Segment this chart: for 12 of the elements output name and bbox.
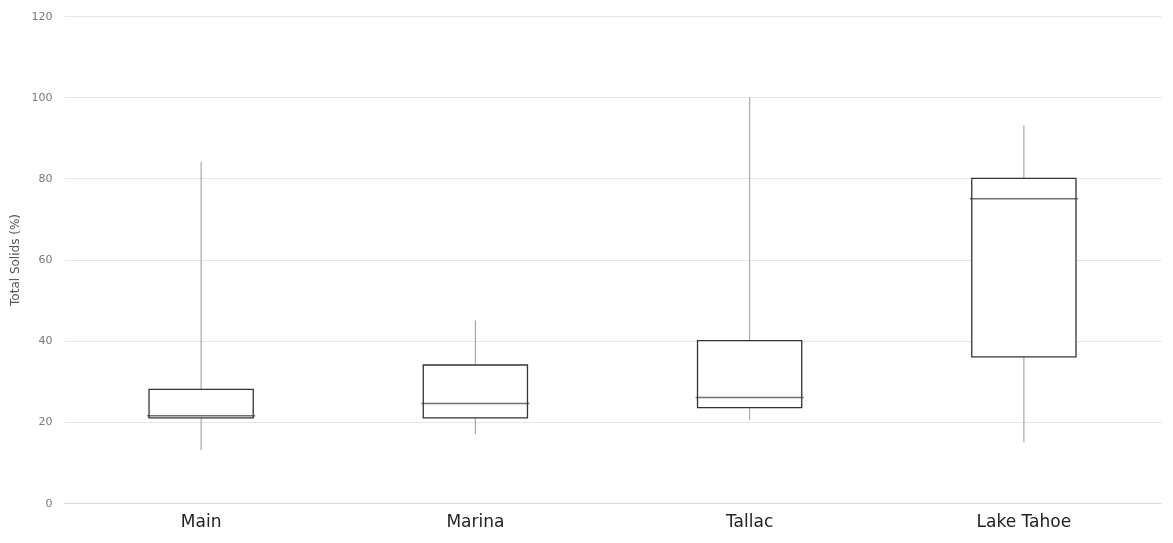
x-tick-label: Lake Tahoe [976, 510, 1072, 531]
x-tick-label: Main [180, 510, 222, 531]
y-tick-label: 20 [38, 415, 53, 429]
y-tick-label: 40 [38, 334, 53, 348]
y-tick-label: 0 [45, 496, 53, 510]
y-axis-title: Total Solids (%) [7, 214, 22, 307]
y-tick-label: 100 [31, 90, 53, 104]
y-tick-label: 60 [38, 253, 53, 266]
y-tick-label: 120 [31, 9, 53, 23]
x-tick-label: Tallac [725, 510, 774, 531]
x-tick-label: Marina [446, 510, 505, 531]
y-tick-label: 80 [38, 171, 53, 185]
